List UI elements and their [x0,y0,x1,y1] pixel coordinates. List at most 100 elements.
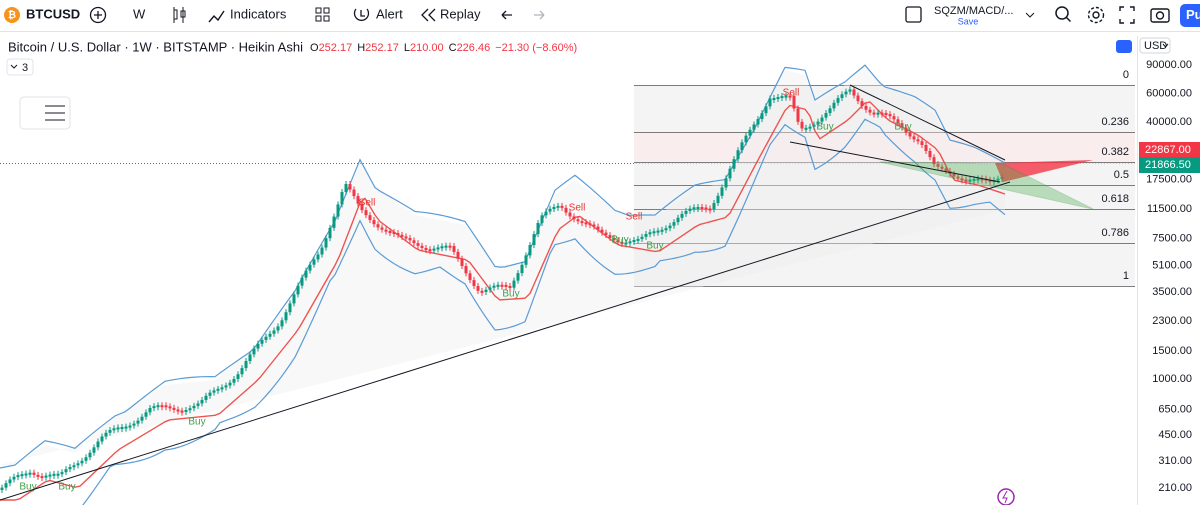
layout-button[interactable]: SQZM/MACD/... Save [934,5,1013,26]
search-button[interactable] [1055,6,1072,23]
candle [144,412,148,417]
price-badge-label: 21866.50 [1145,159,1191,171]
candle [4,483,8,488]
candle [896,119,900,124]
candle [456,251,460,259]
replay-button[interactable]: Replay [421,6,481,22]
candle [600,229,604,233]
candle [12,476,16,480]
fib-label: 0.786 [1101,227,1129,239]
candle [180,410,184,413]
candle [532,234,536,246]
chart-type-icon[interactable] [173,7,186,23]
alert-button[interactable]: Alert [353,6,404,21]
candle [160,405,164,408]
candle [536,222,540,235]
screenshot-button[interactable] [1150,8,1170,23]
candle [136,420,140,424]
candle [356,196,360,204]
fullscreen-button[interactable] [1119,6,1135,24]
interval[interactable]: W [133,6,146,21]
candle [44,475,48,478]
candle [436,247,440,250]
moving-average [0,101,1006,501]
settings-button[interactable] [1087,6,1105,24]
candle [184,409,188,412]
candle [608,235,612,238]
btc-icon [4,7,20,23]
symbol-button[interactable]: ₿ BTCUSD [4,6,80,23]
candle [680,213,684,218]
candle [396,233,400,236]
candle [988,179,992,182]
indicators-button[interactable]: Indicators [208,6,287,23]
layout-icon[interactable] [905,6,922,23]
candle [732,159,736,169]
candle [140,416,144,421]
candle [132,423,136,426]
alert-label: Alert [376,6,403,21]
candle [24,473,28,476]
candle [704,207,708,210]
candle [996,178,1000,181]
candle [416,243,420,246]
candle [916,139,920,142]
save-label: Save [958,16,979,26]
assistant-icon[interactable] [997,488,1015,505]
compare-button[interactable] [89,6,107,24]
currency-button[interactable]: USD [1139,37,1171,54]
signal-label: Sell [569,203,586,214]
auto-scale-button[interactable] [1116,40,1132,53]
candle [752,124,756,130]
ohlc-key: H [357,42,365,54]
candle [848,89,852,92]
candle [660,229,664,232]
undo[interactable] [501,10,512,20]
candle [924,145,928,151]
ohlc-value: 210.00 [410,42,444,54]
candle [296,285,300,295]
candle [196,403,200,406]
candle [508,286,512,289]
layout-dropdown[interactable] [1025,12,1035,18]
templates-button[interactable] [315,7,330,22]
signal-label: Buy [611,235,628,246]
publish-button[interactable]: Pu [1180,4,1200,27]
candle [904,127,908,133]
price-badge [1139,157,1200,173]
candle [288,303,292,313]
price-tick-label: 210.00 [1158,482,1192,494]
ohlc-change: −21.30 (−8.60%) [495,42,577,54]
candle [812,124,816,127]
candle [944,168,948,172]
object-tree-button[interactable] [19,96,71,130]
panel-icon [45,105,65,121]
candle [612,237,616,241]
candle [692,207,696,210]
candle [128,425,132,428]
redo[interactable] [534,10,545,20]
candle [100,436,104,442]
candle [308,264,312,271]
candle [668,225,672,229]
candle [628,241,632,244]
candle [32,472,36,475]
candle [384,229,388,232]
candle [664,228,668,231]
fib-label: 0.382 [1101,146,1129,158]
candle [748,129,752,136]
candle [792,96,796,109]
candle [832,102,836,109]
candle [596,226,600,230]
ohlc-value: 252.17 [319,42,353,54]
candle [776,97,780,100]
fib-label: 0.236 [1101,116,1129,128]
candle [952,173,956,177]
candle [464,266,468,274]
indicator-toggle[interactable]: 3 [6,58,34,76]
fib-label: 0 [1123,69,1129,81]
replay-icon [421,8,436,22]
publish-label: Pu [1186,7,1200,22]
candle [400,234,404,237]
candle [252,348,256,355]
